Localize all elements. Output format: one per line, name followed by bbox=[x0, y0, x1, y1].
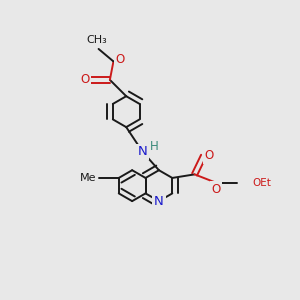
Text: N: N bbox=[138, 145, 147, 158]
Text: O: O bbox=[212, 183, 220, 196]
Text: H: H bbox=[149, 140, 158, 153]
Text: OEt: OEt bbox=[252, 178, 271, 188]
Text: O: O bbox=[80, 73, 89, 86]
Text: O: O bbox=[204, 149, 214, 162]
Text: CH₃: CH₃ bbox=[87, 35, 107, 45]
Text: N: N bbox=[154, 195, 164, 208]
Text: Me: Me bbox=[80, 173, 96, 183]
Text: O: O bbox=[116, 53, 124, 66]
